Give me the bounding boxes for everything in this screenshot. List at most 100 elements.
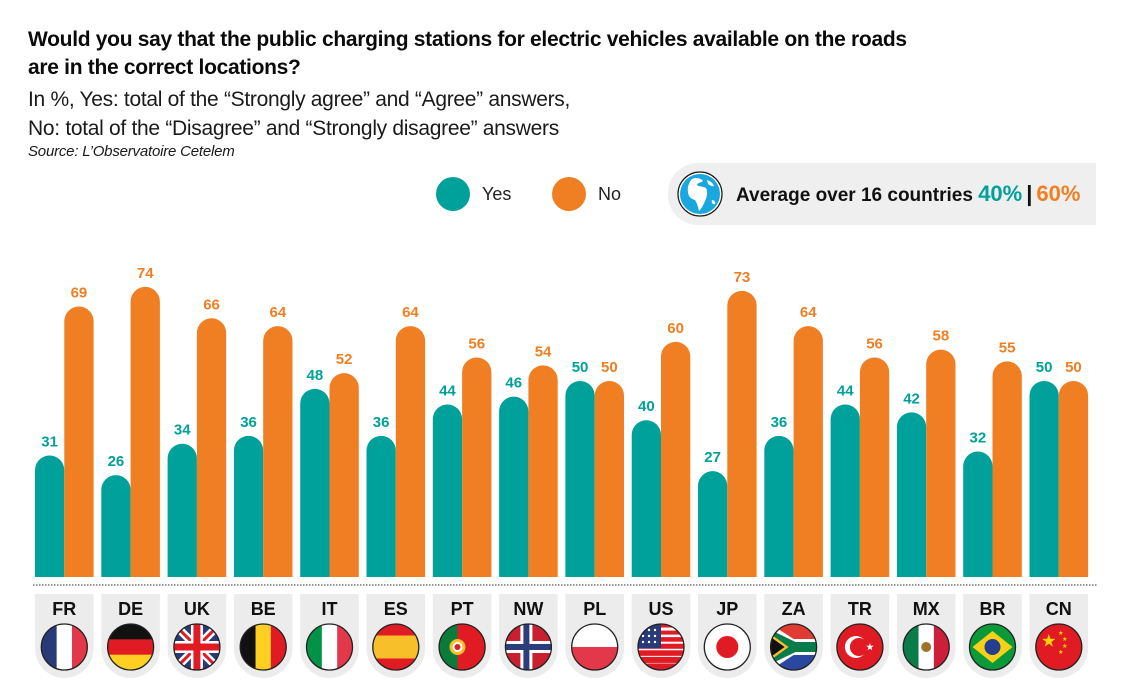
bar-yes-jp <box>698 471 728 577</box>
legend-swatch-no <box>552 177 586 211</box>
data-label-yes-pl: 50 <box>572 359 589 376</box>
globe-icon <box>677 171 723 217</box>
tick-label-tr: TR <box>848 599 872 619</box>
data-label-no-fr: 69 <box>71 285 88 302</box>
data-label-no-pl: 50 <box>601 359 618 376</box>
data-label-no-br: 55 <box>999 339 1016 356</box>
bar-yes-uk <box>167 443 197 577</box>
bar-no-tr <box>859 357 890 577</box>
average-separator: | <box>1026 181 1033 206</box>
bar-no-it <box>329 373 359 577</box>
flag-de-icon <box>106 623 155 671</box>
bar-no-br <box>992 361 1022 577</box>
data-label-no-es: 64 <box>402 304 419 321</box>
source-note: Source: L’Observatoire Cetelem <box>28 143 235 160</box>
legend-swatch-yes <box>436 177 470 211</box>
flag-pt-icon <box>438 623 486 671</box>
bar-yes-pl <box>565 381 595 577</box>
bar-yes-es <box>366 435 396 577</box>
bar-no-be <box>263 326 293 577</box>
bar-no-mx <box>926 349 956 577</box>
data-label-yes-fr: 31 <box>41 433 58 450</box>
bar-yes-us <box>631 420 661 577</box>
data-label-no-uk: 66 <box>203 296 220 313</box>
bar-chart: 31 69 FR 26 74 DE 34 66 UK 36 64 BE 48 52 IT 36 64 ES 44 56… <box>33 265 1098 679</box>
bar-no-nw <box>528 365 558 577</box>
flag-fr-icon <box>40 623 88 671</box>
flag-br-icon <box>968 623 1017 671</box>
tick-label-za: ZA <box>782 599 806 619</box>
flag-jp-icon <box>703 623 751 671</box>
bar-yes-be <box>233 435 264 577</box>
legend-label-yes: Yes <box>482 183 512 204</box>
flag-mx-icon <box>902 623 950 671</box>
data-label-yes-be: 36 <box>240 414 257 431</box>
flag-nw-icon <box>504 623 553 671</box>
tick-label-pl: PL <box>583 599 606 619</box>
data-label-no-us: 60 <box>667 320 684 337</box>
data-label-yes-br: 32 <box>970 430 987 447</box>
legend-item-yes: Yes <box>436 176 511 212</box>
tick-label-pt: PT <box>451 599 474 619</box>
data-label-yes-es: 36 <box>373 414 390 431</box>
flag-es-icon <box>372 623 420 671</box>
data-label-no-de: 74 <box>137 265 154 282</box>
average-panel <box>668 163 1096 225</box>
data-label-no-pt: 56 <box>468 335 485 352</box>
tick-label-es: ES <box>384 599 408 619</box>
bar-yes-fr <box>35 455 65 577</box>
flag-it-icon <box>305 623 354 671</box>
bar-no-fr <box>64 306 94 577</box>
flag-pl-icon <box>571 623 619 671</box>
chart-subtitle: In %, Yes: total of the “Strongly agree”… <box>28 85 928 143</box>
data-label-no-tr: 56 <box>866 335 883 352</box>
data-label-yes-cn: 50 <box>1036 359 1053 376</box>
bar-no-cn <box>1058 381 1089 577</box>
data-label-no-za: 64 <box>800 304 817 321</box>
data-label-yes-uk: 34 <box>174 422 191 439</box>
data-label-no-cn: 50 <box>1065 359 1082 376</box>
bar-no-pt <box>462 357 492 577</box>
bar-no-uk <box>196 318 227 577</box>
bar-yes-nw <box>499 396 529 577</box>
data-label-yes-us: 40 <box>638 398 655 415</box>
bar-yes-tr <box>830 404 860 577</box>
tick-label-de: DE <box>118 599 143 619</box>
bar-no-us <box>661 341 691 577</box>
flag-us-icon <box>637 623 685 671</box>
average-yes-value: 40% <box>978 181 1023 206</box>
bar-yes-pt <box>432 404 463 577</box>
legend-item-no: No <box>552 176 621 212</box>
tick-label-be: BE <box>251 599 276 619</box>
bar-no-es <box>395 326 426 577</box>
bar-no-jp <box>727 290 757 577</box>
flag-uk-icon <box>173 623 221 671</box>
data-label-yes-za: 36 <box>771 414 788 431</box>
tick-label-fr: FR <box>52 599 76 619</box>
tick-label-br: BR <box>980 599 1006 619</box>
flag-za-icon <box>769 623 818 671</box>
data-label-no-it: 52 <box>336 351 353 368</box>
tick-label-jp: JP <box>716 599 738 619</box>
data-label-no-nw: 54 <box>535 343 552 360</box>
data-label-no-mx: 58 <box>933 328 950 345</box>
bar-yes-de <box>101 475 131 577</box>
data-label-yes-jp: 27 <box>704 449 721 466</box>
flag-tr-icon <box>836 623 884 671</box>
tick-label-us: US <box>648 599 673 619</box>
subtitle-line-2: No: total of the “Disagree” and “Strongl… <box>28 117 559 140</box>
data-label-yes-nw: 46 <box>505 375 522 392</box>
subtitle-line-1: In %, Yes: total of the “Strongly agree”… <box>28 88 571 111</box>
data-label-yes-de: 26 <box>108 453 125 470</box>
data-label-yes-mx: 42 <box>903 390 920 407</box>
bar-yes-cn <box>1029 380 1059 577</box>
tick-label-cn: CN <box>1046 599 1072 619</box>
tick-label-it: IT <box>322 599 338 619</box>
tick-label-nw: NW <box>513 599 543 619</box>
flag-cn-icon <box>1035 623 1083 671</box>
bar-yes-mx <box>896 412 927 577</box>
average-no-value: 60% <box>1036 181 1081 206</box>
data-label-yes-tr: 44 <box>837 383 854 400</box>
flag-be-icon <box>239 623 287 671</box>
bar-yes-br <box>963 451 993 577</box>
